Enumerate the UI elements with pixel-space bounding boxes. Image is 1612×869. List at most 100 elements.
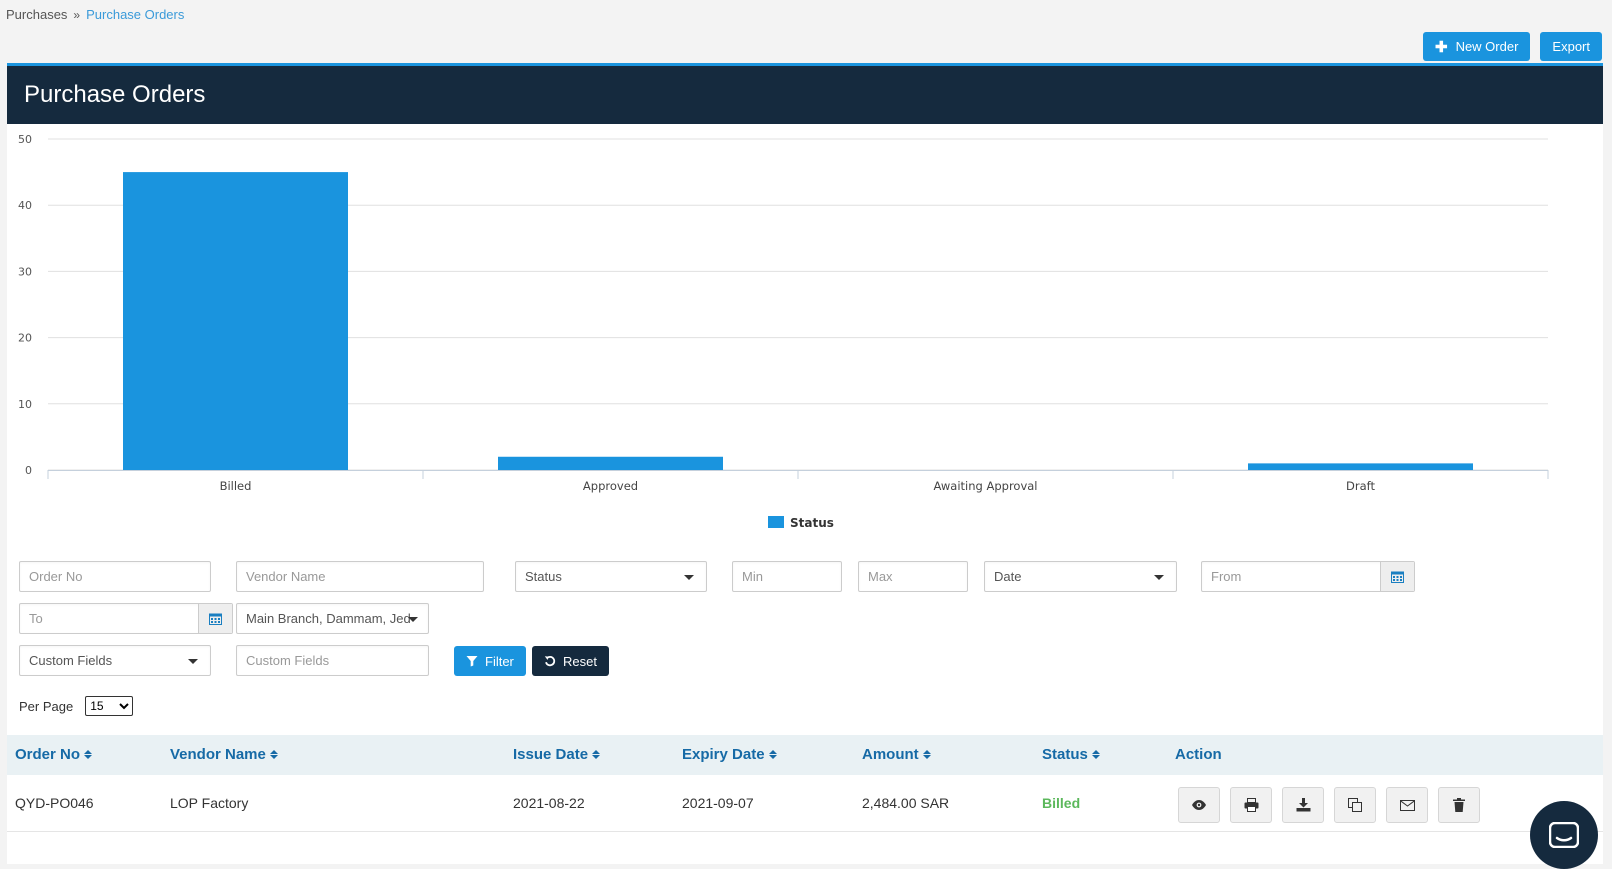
date-to-input[interactable]: To: [19, 603, 233, 634]
column-label: Vendor Name: [170, 746, 266, 763]
top-actions: ✚ New Order Export: [1422, 32, 1602, 61]
sort-icon: [592, 750, 601, 759]
date-from-input[interactable]: From: [1201, 561, 1415, 592]
to-placeholder: To: [29, 611, 43, 626]
chat-widget-button[interactable]: [1530, 801, 1598, 869]
column-order-no[interactable]: Order No: [15, 746, 93, 763]
x-tick-label: Billed: [220, 479, 252, 493]
max-placeholder: Max: [868, 569, 893, 584]
y-tick-label: 0: [25, 464, 32, 477]
bar-draft: [1248, 463, 1473, 470]
print-button[interactable]: [1230, 787, 1272, 823]
caret-down-icon: [188, 659, 198, 664]
caret-down-icon: [1154, 575, 1164, 580]
sort-icon: [269, 750, 278, 759]
breadcrumb-purchases[interactable]: Purchases: [6, 7, 68, 22]
column-vendor-name[interactable]: Vendor Name: [170, 746, 278, 763]
legend-swatch: [768, 516, 784, 528]
column-action: Action: [1175, 746, 1222, 763]
x-tick-label: Approved: [583, 479, 638, 493]
filter-button[interactable]: Filter: [454, 646, 526, 676]
calendar-icon[interactable]: [1380, 562, 1414, 591]
per-page-select[interactable]: 15: [85, 696, 134, 716]
legend-label: Status: [790, 516, 834, 530]
caret-down-icon: [684, 575, 694, 580]
custom-fields-select-value: Custom Fields: [29, 653, 113, 668]
delete-button[interactable]: [1438, 787, 1480, 823]
per-page-label: Per Page: [19, 698, 74, 714]
vendor-name-input[interactable]: Vendor Name: [236, 561, 484, 592]
breadcrumb: Purchases » Purchase Orders: [6, 7, 184, 22]
column-expiry-date[interactable]: Expiry Date: [682, 746, 777, 763]
y-tick-label: 20: [18, 332, 32, 345]
cell-amount: 2,484.00 SAR: [862, 795, 950, 811]
column-amount[interactable]: Amount: [862, 746, 931, 763]
new-order-button[interactable]: ✚ New Order: [1422, 32, 1531, 61]
per-page-control: Per Page 15: [19, 696, 134, 716]
view-icon: [1192, 800, 1206, 810]
order-no-placeholder: Order No: [29, 569, 83, 584]
email-button[interactable]: [1386, 787, 1428, 823]
sort-icon: [768, 750, 777, 759]
print-icon: [1244, 798, 1258, 812]
column-label: Order No: [15, 746, 81, 763]
cell-order-no[interactable]: QYD-PO046: [15, 795, 94, 811]
column-label: Status: [1042, 746, 1088, 763]
order-no-input[interactable]: Order No: [19, 561, 211, 592]
plus-icon: ✚: [1434, 38, 1448, 56]
cell-status: Billed: [1042, 795, 1081, 811]
column-label: Expiry Date: [682, 746, 765, 763]
y-tick-label: 40: [18, 199, 32, 212]
custom-fields-select[interactable]: Custom Fields: [19, 645, 211, 676]
purchase-orders-panel: Purchase Orders 0 10 20 30 40 50 Billed Approve…: [7, 63, 1603, 864]
undo-icon: [544, 656, 556, 667]
max-amount-input[interactable]: Max: [858, 561, 968, 592]
status-bar-chart-svg: 0 10 20 30 40 50 Billed Approved Awaiting Approv…: [18, 133, 1549, 530]
breadcrumb-separator: »: [73, 7, 81, 22]
export-button[interactable]: Export: [1540, 32, 1602, 61]
view-button[interactable]: [1178, 787, 1220, 823]
from-placeholder: From: [1211, 569, 1242, 584]
breadcrumb-current[interactable]: Purchase Orders: [86, 7, 185, 22]
sort-icon: [84, 750, 93, 759]
filter-button-label: Filter: [485, 653, 514, 669]
panel-header: Purchase Orders: [7, 63, 1603, 124]
download-icon: [1296, 798, 1310, 812]
cell-expiry-date: 2021-09-07: [682, 795, 754, 811]
new-order-label: New Order: [1455, 39, 1519, 54]
copy-icon: [1348, 798, 1362, 812]
vendor-name-placeholder: Vendor Name: [246, 569, 326, 584]
y-tick-label: 30: [18, 265, 32, 278]
date-type-select[interactable]: Date: [984, 561, 1177, 592]
y-tick-label: 10: [18, 398, 32, 411]
cell-issue-date: 2021-08-22: [513, 795, 585, 811]
status-select-value: Status: [525, 569, 562, 584]
table-row[interactable]: QYD-PO046 LOP Factory 2021-08-22 2021-09…: [7, 775, 1603, 832]
y-tick-label: 50: [18, 133, 32, 146]
column-issue-date[interactable]: Issue Date: [513, 746, 601, 763]
column-status[interactable]: Status: [1042, 746, 1100, 763]
reset-button[interactable]: Reset: [532, 646, 609, 676]
bar-billed: [123, 172, 348, 470]
branch-select[interactable]: Main Branch, Dammam, Jed: [236, 603, 429, 634]
sort-icon: [922, 750, 931, 759]
min-placeholder: Min: [742, 569, 763, 584]
bar-approved: [498, 456, 723, 470]
x-tick-label: Draft: [1346, 479, 1375, 493]
cell-vendor-name: LOP Factory: [170, 795, 249, 811]
chat-icon: [1549, 822, 1579, 848]
copy-button[interactable]: [1334, 787, 1376, 823]
calendar-icon[interactable]: [198, 604, 232, 633]
column-label: Action: [1175, 746, 1222, 763]
status-chart: 0 10 20 30 40 50 Billed Approved Awaiting Approv…: [7, 124, 1603, 554]
caret-down-icon: [408, 617, 418, 622]
status-select[interactable]: Status: [515, 561, 707, 592]
date-select-value: Date: [994, 569, 1022, 584]
download-button[interactable]: [1282, 787, 1324, 823]
page-title: Purchase Orders: [24, 81, 206, 108]
column-label: Amount: [862, 746, 919, 763]
custom-fields-input[interactable]: Custom Fields: [236, 645, 429, 676]
min-amount-input[interactable]: Min: [732, 561, 842, 592]
x-tick-label: Awaiting Approval: [933, 479, 1037, 493]
sort-icon: [1091, 750, 1100, 759]
